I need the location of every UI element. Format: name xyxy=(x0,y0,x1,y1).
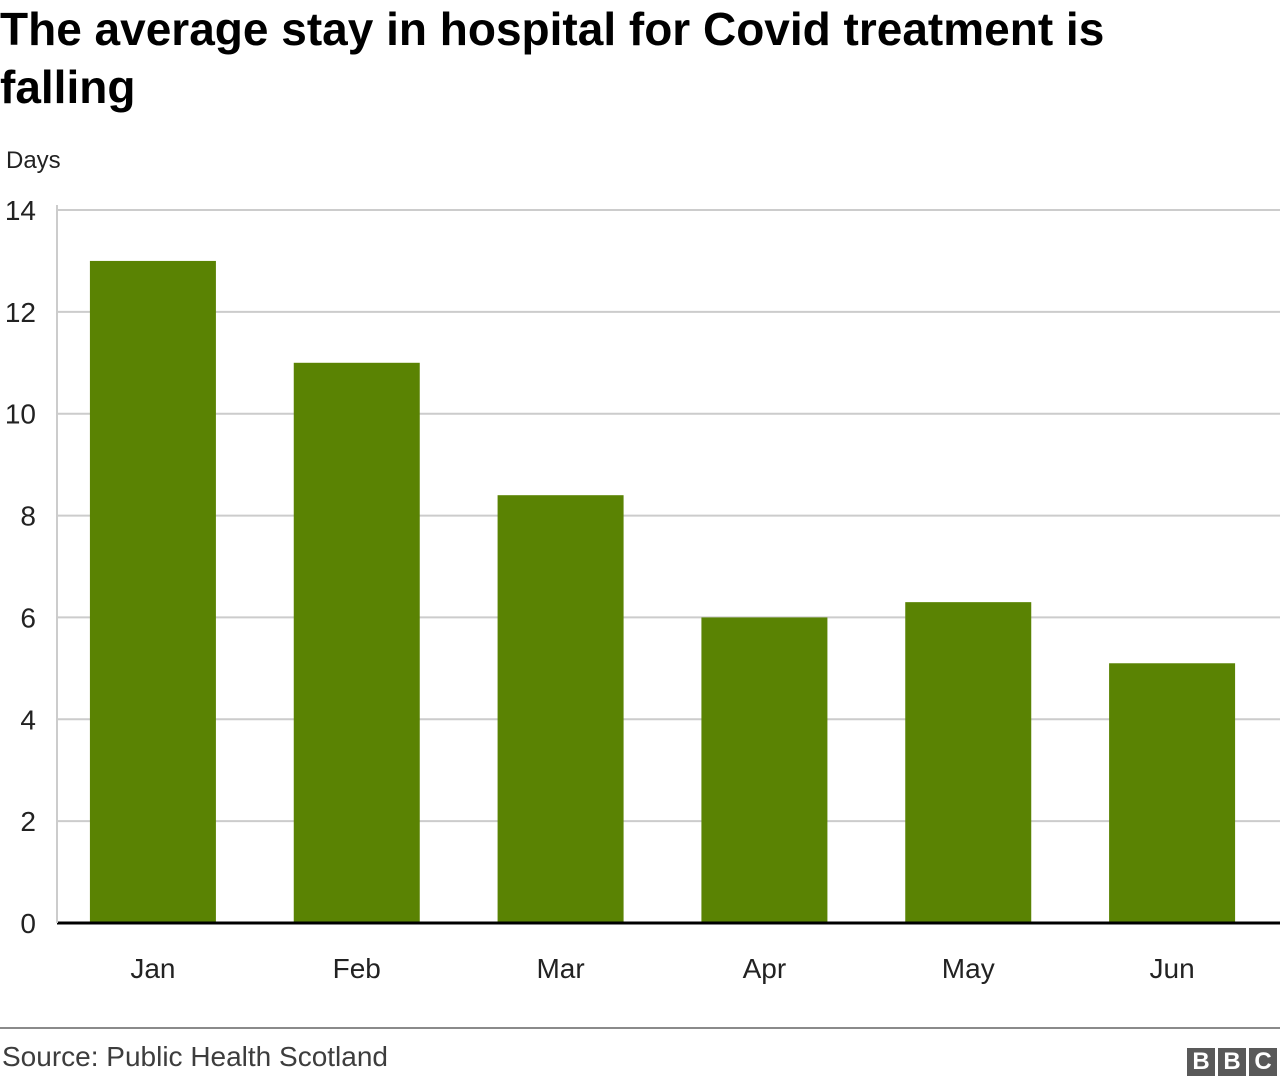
source-note: Source: Public Health Scotland xyxy=(2,1041,388,1072)
bars xyxy=(89,260,1236,923)
y-tick-label: 4 xyxy=(20,704,36,735)
x-tick-label-mar: Mar xyxy=(536,953,584,984)
source-divider xyxy=(0,1027,1280,1029)
gridlines xyxy=(57,209,1280,823)
y-tick-label: 10 xyxy=(5,399,36,430)
bbc-logo: B B C xyxy=(1187,1048,1277,1076)
y-tick-label: 8 xyxy=(20,501,36,532)
bar-feb xyxy=(293,362,420,923)
y-tick-label: 2 xyxy=(20,806,36,837)
bar-apr xyxy=(701,617,828,923)
bar-mar xyxy=(497,495,624,923)
x-tick-label-apr: Apr xyxy=(743,953,787,984)
bar-chart: Days 0 2 4 6 8 10 12 14 Jan Feb Mar Apr May Jun xyxy=(5,147,1280,984)
bbc-logo-letter-b2: B xyxy=(1218,1048,1246,1076)
y-tick-label: 6 xyxy=(20,602,36,633)
x-tick-label-jan: Jan xyxy=(130,953,175,984)
y-axis-label: Days xyxy=(6,147,61,174)
x-tick-label-feb: Feb xyxy=(333,953,381,984)
y-tick-labels: 0 2 4 6 8 10 12 14 xyxy=(5,195,36,939)
bar-may xyxy=(905,602,1032,923)
bbc-logo-letter-b1: B xyxy=(1187,1048,1215,1076)
chart-title: The average stay in hospital for Covid t… xyxy=(0,3,1105,113)
bar-jan xyxy=(89,260,216,923)
x-tick-labels: Jan Feb Mar Apr May Jun xyxy=(130,953,1194,984)
y-tick-label: 14 xyxy=(5,195,36,226)
y-tick-label: 0 xyxy=(20,908,36,939)
bbc-logo-letter-c: C xyxy=(1249,1048,1277,1076)
x-tick-label-may: May xyxy=(942,953,995,984)
y-tick-label: 12 xyxy=(5,297,36,328)
bar-jun xyxy=(1109,663,1236,923)
x-tick-label-jun: Jun xyxy=(1150,953,1195,984)
